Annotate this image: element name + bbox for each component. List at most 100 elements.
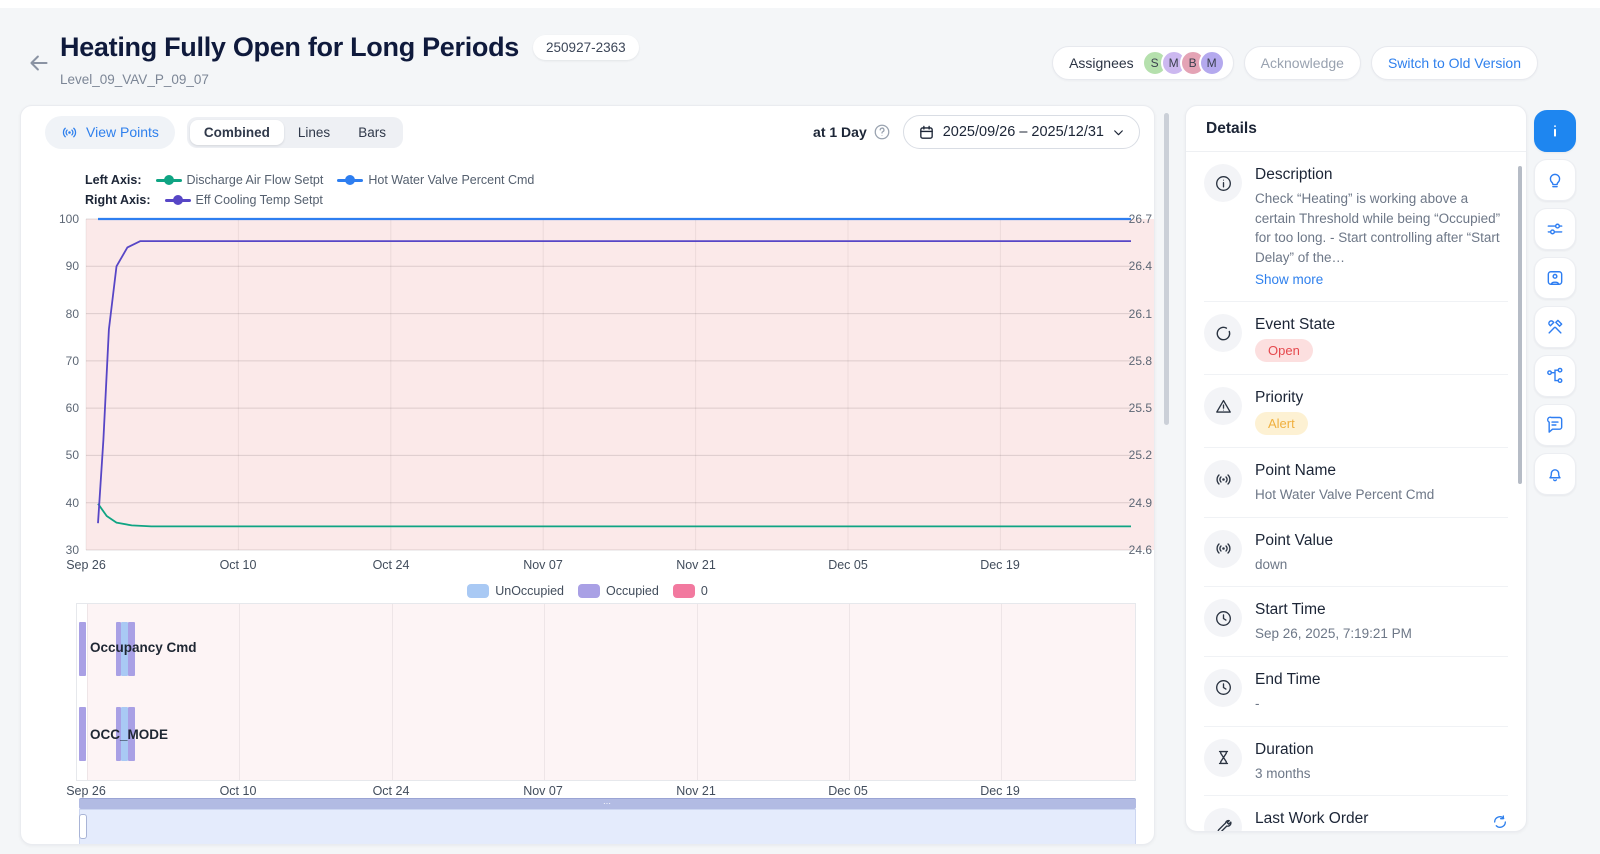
rail-info-button[interactable] [1534,110,1576,152]
green-line-marker [155,175,182,185]
axis-tick-label: 60 [65,401,79,415]
axis-tick-label: 30 [65,543,79,557]
chart-brush-area[interactable] [79,809,1136,844]
axis-tick-label: 24.6 [1128,543,1152,557]
brush-left-handle[interactable] [79,814,87,839]
line-chart[interactable] [85,217,1131,551]
state-stripe-occupied [79,707,86,761]
state-stripe-occupied [79,622,86,676]
hourglass-icon [1204,738,1242,777]
zero-swatch [672,584,695,598]
x-axis-labels-top: Sep 26 Oct 10 Oct 24 Nov 07 Nov 21 Dec 05 Dec … [66,558,1131,574]
chevron-down-icon [1112,126,1125,139]
legend-unoccupied: UnOccupied [467,584,564,598]
details-title: Details [1186,106,1526,152]
detail-item-point-name: Point Name Hot Water Valve Percent Cmd [1204,448,1508,518]
x-axis-tick-label: Sep 26 [66,558,106,572]
purple-line-marker [164,195,191,205]
sliders-icon [1547,223,1563,235]
axis-tick-label: 90 [65,259,79,273]
row-label-occ-mode: OCC_MODE [90,727,169,742]
date-range-picker[interactable]: 2025/09/26 – 2025/12/31 [902,115,1140,149]
detail-item-start-time: Start Time Sep 26, 2025, 7:19:21 PM [1204,587,1508,657]
left-axis-ticks: 100 90 80 70 60 50 40 30 [49,212,83,557]
assignees-label: Assignees [1069,55,1134,71]
interval-label: at 1 Day [813,124,867,140]
details-list: Description Check “Heating” is working a… [1186,152,1526,831]
x-axis-tick-label: Oct 10 [219,784,257,798]
side-icon-rail [1534,110,1576,495]
rail-workflow-button[interactable] [1534,355,1576,397]
back-arrow-icon[interactable] [26,50,52,76]
state-stripe-unoccupied [121,622,128,676]
tab-bars[interactable]: Bars [344,120,400,145]
priority-badge: Alert [1255,412,1308,436]
user-card-icon [1547,271,1563,285]
x-axis-tick-label: Oct 24 [372,558,410,572]
rail-tools-button[interactable] [1534,306,1576,348]
equipment-name: Level_09_VAV_P_09_07 [60,72,209,87]
x-axis-tick-label: Dec 19 [980,784,1020,798]
panel-scrollbar[interactable] [1164,113,1169,425]
axis-tick-label: 40 [65,496,79,510]
view-points-label: View Points [86,124,159,140]
row-label-occupancy-cmd: Occupancy Cmd [90,640,197,655]
info-icon [1204,164,1242,202]
tab-combined[interactable]: Combined [189,119,284,145]
legend-hot-water-valve: Hot Water Valve Percent Cmd [337,173,534,187]
calendar-icon [918,124,935,141]
date-range-value: 2025/09/26 – 2025/12/31 [942,124,1104,140]
point-broadcast-icon [1204,529,1242,568]
x-axis-tick-label: Sep 26 [66,784,106,798]
occupancy-timeline-chart[interactable]: Occupancy Cmd OCC_MODE [76,603,1136,781]
axis-tick-label: 80 [65,307,79,321]
assignee-avatar: M [1160,50,1187,76]
axis-tick-label: 100 [58,212,79,226]
detail-item-priority: Priority Alert [1204,375,1508,449]
lightbulb-icon [1549,173,1561,188]
x-axis-tick-label: Dec 19 [980,558,1020,572]
unoccupied-swatch [467,584,490,598]
switch-old-version-button[interactable]: Switch to Old Version [1370,46,1538,80]
legend-eff-cooling-temp: Eff Cooling Temp Setpt [164,193,323,207]
wrench-icon [1204,808,1242,831]
rail-comments-button[interactable] [1534,404,1576,446]
axis-tick-label: 26.1 [1128,307,1152,321]
rail-insights-button[interactable] [1534,159,1576,201]
page-header: Heating Fully Open for Long Periods 2509… [0,8,1600,100]
show-more-link[interactable]: Show more [1255,272,1324,288]
rail-notifications-button[interactable] [1534,453,1576,495]
detail-item-last-work-order: Last Work Order [1204,796,1508,831]
acknowledge-button[interactable]: Acknowledge [1243,46,1361,80]
tab-lines[interactable]: Lines [284,120,344,145]
blue-line-marker [337,175,364,185]
rail-settings-button[interactable] [1534,208,1576,250]
state-stripe-unoccupied [121,707,128,761]
details-scrollbar[interactable] [1518,166,1522,484]
work-order-link-icon[interactable] [1492,814,1508,830]
timeline-background [87,604,1135,780]
axis-tick-label: 70 [65,354,79,368]
axis-tick-label: 25.5 [1128,401,1152,415]
top-strip [0,0,1600,8]
legend-discharge-air-flow: Discharge Air Flow Setpt [155,173,323,187]
axis-tick-label: 26.7 [1128,212,1152,226]
timeline-range-slider[interactable]: ⋯ [79,798,1136,809]
left-axis-label: Left Axis: [85,173,142,187]
x-axis-tick-label: Nov 21 [676,784,716,798]
slider-grip-handle[interactable]: ⋯ [603,799,612,808]
broadcast-icon [61,124,78,141]
occupied-swatch [578,584,601,598]
page-title: Heating Fully Open for Long Periods [60,32,520,62]
right-axis-label: Right Axis: [85,193,151,207]
detail-item-event-state: Event State Open [1204,302,1508,376]
x-axis-labels-bottom: Sep 26 Oct 10 Oct 24 Nov 07 Nov 21 Dec 05 Dec … [66,784,1131,800]
chart-type-tabs: Combined Lines Bars [186,116,403,148]
alarm-region [86,219,1154,550]
view-points-button[interactable]: View Points [45,115,175,149]
help-icon[interactable] [873,123,891,141]
axis-tick-label: 24.9 [1128,496,1152,510]
rail-assignee-button[interactable] [1534,257,1576,299]
